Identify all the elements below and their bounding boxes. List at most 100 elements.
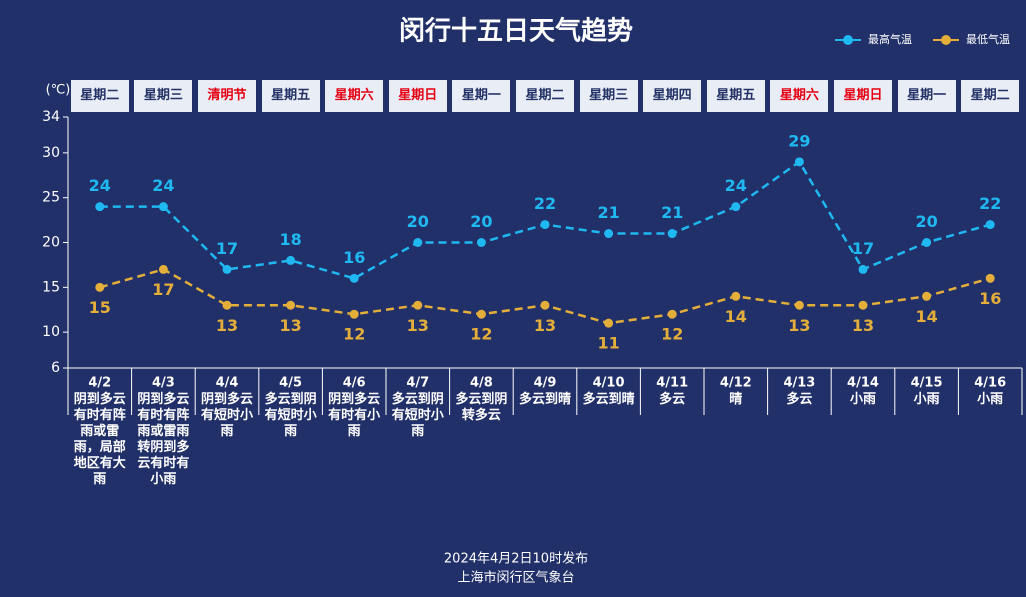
weather-desc: 多云 xyxy=(659,392,686,407)
point xyxy=(922,291,932,301)
value-label: 21 xyxy=(661,203,683,222)
x-tick-label: 4/10 xyxy=(593,376,625,391)
x-tick-label: 4/15 xyxy=(911,376,943,391)
point xyxy=(604,318,614,328)
weather-desc: 阴到多云有时有小雨 xyxy=(328,392,381,439)
point xyxy=(858,300,868,310)
value-label: 13 xyxy=(279,316,301,335)
weather-desc: 小雨 xyxy=(849,392,876,407)
legend-marker xyxy=(941,35,951,45)
value-label: 14 xyxy=(915,307,937,326)
x-tick-label: 4/11 xyxy=(656,376,688,391)
point xyxy=(222,264,232,274)
x-tick-label: 4/5 xyxy=(279,376,302,391)
y-axis-label: (℃) xyxy=(46,83,71,98)
point xyxy=(858,264,868,274)
weather-desc: 阴到多云有时有阵雨或雷雨转阴到多云有时有小雨 xyxy=(137,392,190,487)
value-label: 24 xyxy=(725,176,747,195)
value-label: 12 xyxy=(661,325,683,344)
x-tick-label: 4/14 xyxy=(847,376,879,391)
weather-desc: 小雨 xyxy=(977,392,1004,407)
weekday-label: 星期三 xyxy=(579,80,638,112)
value-label: 15 xyxy=(89,298,111,317)
value-label: 13 xyxy=(216,316,238,335)
point xyxy=(413,238,423,247)
value-label: 22 xyxy=(979,194,1001,213)
y-tick-label: 6 xyxy=(51,360,60,376)
point xyxy=(731,291,741,301)
point xyxy=(604,229,614,239)
weather-desc: 小雨 xyxy=(913,392,940,407)
weekday-label: 星期五 xyxy=(706,80,765,112)
x-tick-label: 4/2 xyxy=(88,376,111,391)
y-tick-label: 25 xyxy=(42,190,60,206)
weekday-label: 星期三 xyxy=(134,80,193,112)
x-tick-label: 4/8 xyxy=(470,376,493,391)
legend-marker xyxy=(843,35,853,45)
value-label: 13 xyxy=(534,316,556,335)
weather-desc: 阴到多云有时有阵雨或雷雨，局部地区有大雨 xyxy=(73,392,126,487)
value-label: 13 xyxy=(852,316,874,335)
value-label: 24 xyxy=(89,176,111,195)
point xyxy=(985,220,995,230)
weather-desc: 多云到阴转多云 xyxy=(455,392,508,423)
value-label: 13 xyxy=(788,316,810,335)
value-label: 14 xyxy=(725,307,747,326)
y-tick-label: 30 xyxy=(42,145,60,161)
point xyxy=(540,220,550,230)
weekday-label: 星期二 xyxy=(961,80,1020,112)
x-tick-label: 4/3 xyxy=(152,376,175,391)
weekday-label: 星期四 xyxy=(643,80,702,112)
weekday-label: 星期二 xyxy=(70,80,129,112)
weather-desc: 晴 xyxy=(729,392,743,407)
footer: 2024年4月2日10时发布 xyxy=(444,551,588,567)
value-label: 17 xyxy=(216,239,238,258)
legend-label: 最低气温 xyxy=(966,32,1010,46)
weekday-label: 星期二 xyxy=(516,80,574,112)
point xyxy=(413,300,423,310)
value-label: 24 xyxy=(152,176,174,195)
weather-desc: 多云到晴 xyxy=(582,392,635,407)
point xyxy=(95,202,105,212)
value-label: 20 xyxy=(470,212,492,231)
point xyxy=(349,309,359,319)
weather-desc: 多云到晴 xyxy=(518,392,571,407)
value-label: 22 xyxy=(534,194,556,213)
y-tick-label: 10 xyxy=(42,324,60,340)
value-label: 20 xyxy=(915,212,937,231)
y-tick-label: 20 xyxy=(42,235,60,251)
x-tick-label: 4/9 xyxy=(534,376,557,391)
value-label: 17 xyxy=(852,239,874,258)
x-tick-label: 4/6 xyxy=(343,376,366,391)
x-tick-label: 4/7 xyxy=(406,376,429,391)
weekday-label: 星期六 xyxy=(770,80,829,112)
legend-label: 最高气温 xyxy=(868,32,912,46)
y-tick-label: 15 xyxy=(42,279,60,295)
point xyxy=(794,157,804,167)
value-label: 20 xyxy=(407,212,429,231)
weather-desc: 多云到阴有短时小雨 xyxy=(391,392,444,439)
point xyxy=(158,202,168,212)
weekday-label: 星期日 xyxy=(834,80,892,112)
value-label: 18 xyxy=(279,230,301,249)
value-label: 29 xyxy=(788,131,810,150)
chart-title: 闵行十五日天气趋势 xyxy=(399,16,633,47)
y-tick-label: 34 xyxy=(42,109,60,125)
point xyxy=(922,238,932,247)
weekday-label: 星期五 xyxy=(261,80,320,112)
weekday-label: 清明节 xyxy=(198,80,256,112)
point xyxy=(667,309,677,319)
point xyxy=(158,264,168,274)
weekday-label: 星期一 xyxy=(897,80,956,112)
point xyxy=(286,300,296,310)
point xyxy=(667,229,677,239)
point xyxy=(349,273,359,283)
point xyxy=(540,300,550,310)
weekday-label: 星期六 xyxy=(325,80,384,112)
point xyxy=(476,238,486,247)
weather-desc: 阴到多云有短时小雨 xyxy=(200,392,253,439)
weather-desc: 多云到阴有短时小雨 xyxy=(264,392,317,439)
x-tick-label: 4/16 xyxy=(974,376,1006,391)
